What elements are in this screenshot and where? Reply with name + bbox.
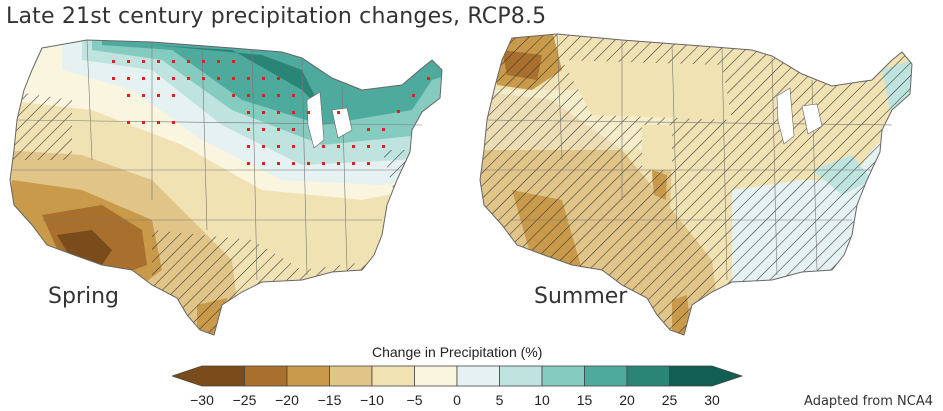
colorbar-tick-label: −20 — [275, 392, 299, 408]
colorbar-tick-label: −15 — [317, 392, 342, 408]
summer-precipitation-map — [479, 33, 913, 336]
colorbar-tick-label: 10 — [534, 392, 550, 408]
colorbar-bin — [244, 365, 288, 387]
colorbar-tick-label: −25 — [232, 392, 257, 408]
colorbar-bin — [414, 365, 458, 387]
colorbar — [172, 365, 744, 387]
colorbar-tick-label: −10 — [360, 392, 384, 408]
figure-title: Late 21st century precipitation changes,… — [6, 4, 547, 29]
colorbar-bin — [669, 365, 744, 387]
spring-precipitation-map — [9, 39, 443, 336]
colorbar-tick-label: 15 — [576, 392, 593, 408]
colorbar-bin — [626, 365, 670, 387]
colorbar-bin — [499, 365, 543, 387]
colorbar-tick-label: 30 — [704, 392, 720, 408]
summer-label: Summer — [534, 284, 628, 309]
colorbar-bin — [286, 365, 330, 387]
colorbar-bin — [456, 365, 500, 387]
colorbar-tick-label: −5 — [406, 392, 423, 408]
colorbar-tick-label: 5 — [495, 392, 504, 408]
source-credit: Adapted from NCA4 — [804, 394, 933, 409]
colorbar-bin — [541, 365, 585, 387]
colorbar-tick-label: 0 — [453, 392, 461, 408]
colorbar-bin — [329, 365, 373, 387]
colorbar-bin — [172, 365, 245, 387]
colorbar-bin — [584, 365, 628, 387]
legend-title: Change in Precipitation (%) — [372, 344, 543, 360]
colorbar-bin — [371, 365, 415, 387]
colorbar-tick-label: −30 — [190, 392, 214, 408]
spring-label: Spring — [48, 284, 119, 309]
colorbar-tick-label: 20 — [619, 392, 635, 408]
colorbar-tick-label: 25 — [661, 392, 678, 408]
